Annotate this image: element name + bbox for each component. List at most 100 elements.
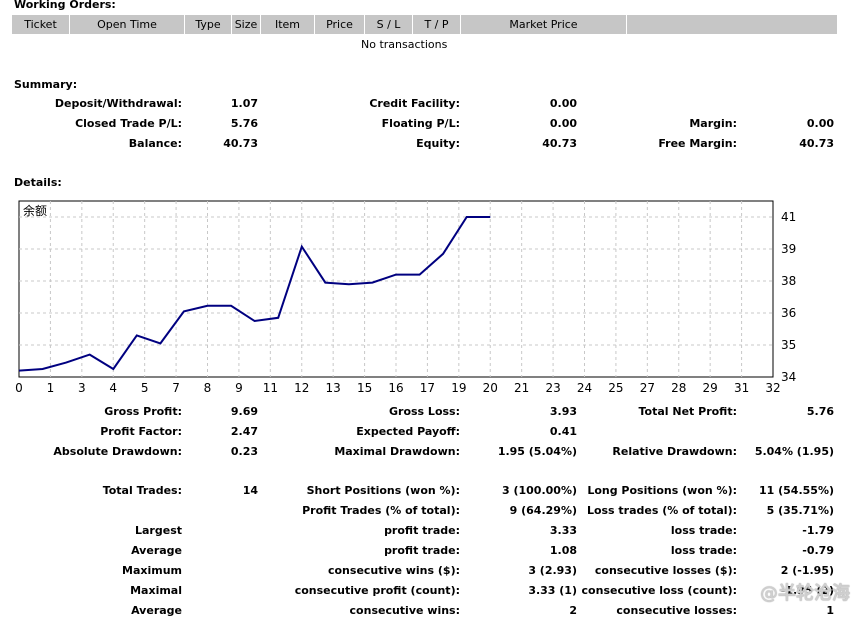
profit-trades-label: Profit Trades (% of total): [302,504,460,517]
expected-payoff-value: 0.41 [549,425,577,438]
x-tick-label: 19 [451,381,466,395]
largest-profit-value: 3.33 [549,524,577,537]
y-tick-label: 36 [781,306,796,320]
balance-line [18,216,491,372]
long-positions-label: Long Positions (won %): [587,484,737,497]
maximal-label: Maximal [130,584,182,597]
average-loss-value: -0.79 [802,544,834,557]
avg-cons-wins-label: consecutive wins: [349,604,460,617]
average2-label: Average [131,604,182,617]
short-positions-label: Short Positions (won %): [306,484,460,497]
summary-title: Summary: [14,78,78,91]
max-cons-wins-label: consecutive wins ($): [327,564,460,577]
maximal-drawdown-label: Maximal Drawdown: [334,445,460,458]
no-transactions-text: No transactions [361,38,448,51]
equity-label: Equity: [416,137,460,150]
x-tick-label: 11 [263,381,278,395]
profit-factor-label: Profit Factor: [100,425,182,438]
x-tick-label: 7 [172,381,180,395]
x-tick-label: 5 [141,381,149,395]
watermark: @半轮沧海 [760,583,850,604]
y-axis-ticks: 34 35 36 38 39 41 [781,210,796,384]
gross-profit-value: 9.69 [230,405,258,418]
details-title: Details: [14,176,62,189]
col-type[interactable]: Type [185,15,232,34]
profit-trades-value: 9 (64.29%) [509,504,577,517]
max-cons-losses-label: consecutive losses ($): [594,564,737,577]
profit-factor-value: 2.47 [230,425,258,438]
balance-value: 40.73 [223,137,258,150]
y-tick-label: 38 [781,274,796,288]
x-axis-ticks: 0 1 3 4 5 7 8 9 11 12 13 15 16 17 19 20 21 23 24 25 27 28 29 31… [15,381,780,395]
margin-label: Margin: [689,117,737,130]
x-tick-label: 0 [15,381,23,395]
closed-pl-value: 5.76 [230,117,258,130]
x-tick-label: 16 [388,381,403,395]
x-tick-label: 28 [671,381,686,395]
col-price[interactable]: Price [315,15,365,34]
floating-pl-label: Floating P/L: [381,117,460,130]
max-cons-losses-value: 2 (-1.95) [780,564,834,577]
y-tick-label: 41 [781,210,796,224]
short-positions-value: 3 (100.00%) [501,484,577,497]
maximum-label: Maximum [122,564,182,577]
x-tick-label: 23 [545,381,560,395]
gross-profit-label: Gross Profit: [104,405,182,418]
balance-label: Balance: [128,137,182,150]
largest-profit-label: profit trade: [384,524,460,537]
x-tick-label: 13 [326,381,341,395]
x-tick-label: 17 [420,381,435,395]
deposit-value: 1.07 [230,97,258,110]
total-trades-value: 14 [242,484,258,497]
x-tick-label: 3 [78,381,86,395]
col-open-time[interactable]: Open Time [70,15,185,34]
absolute-drawdown-value: 0.23 [230,445,258,458]
x-tick-label: 21 [514,381,529,395]
col-market-price[interactable]: Market Price [461,15,627,34]
total-net-profit-value: 5.76 [806,405,834,418]
x-tick-label: 27 [640,381,655,395]
maximal-drawdown-value: 1.95 (5.04%) [497,445,577,458]
average-label: Average [131,544,182,557]
maximal-cons-profit-label: consecutive profit (count): [294,584,460,597]
maximal-cons-profit-value: 3.33 (1) [528,584,577,597]
x-tick-label: 29 [703,381,718,395]
working-orders-title: Working Orders: [14,0,116,11]
long-positions-value: 11 (54.55%) [758,484,834,497]
deposit-label: Deposit/Withdrawal: [54,97,182,110]
maximal-cons-loss-label: consecutive loss (count): [581,584,737,597]
col-size[interactable]: Size [232,15,261,34]
credit-value: 0.00 [549,97,577,110]
balance-chart: 余额 0 1 3 4 5 7 8 9 11 12 13 15 16 17 19 20 21 23 24 25 27 28 2… [15,200,796,395]
col-item[interactable]: Item [261,15,315,34]
col-sl[interactable]: S / L [365,15,413,34]
x-tick-label: 32 [765,381,780,395]
largest-loss-value: -1.79 [802,524,834,537]
avg-cons-losses-label: consecutive losses: [616,604,737,617]
closed-pl-label: Closed Trade P/L: [75,117,182,130]
x-tick-label: 12 [294,381,309,395]
relative-drawdown-label: Relative Drawdown: [612,445,737,458]
gross-loss-label: Gross Loss: [389,405,460,418]
chart-grid [19,201,773,377]
average-profit-label: profit trade: [384,544,460,557]
x-tick-label: 31 [734,381,749,395]
x-tick-label: 15 [357,381,372,395]
y-tick-label: 39 [781,242,796,256]
avg-cons-wins-value: 2 [569,604,577,617]
col-empty[interactable] [627,15,838,34]
col-ticket[interactable]: Ticket [12,15,70,34]
x-tick-label: 24 [577,381,592,395]
col-tp[interactable]: T / P [413,15,461,34]
chart-title: 余额 [23,203,47,218]
x-tick-label: 8 [204,381,212,395]
largest-label: Largest [135,524,182,537]
total-net-profit-label: Total Net Profit: [638,405,738,418]
loss-trades-label: Loss trades (% of total): [586,504,737,517]
max-cons-wins-value: 3 (2.93) [528,564,577,577]
expected-payoff-label: Expected Payoff: [356,425,460,438]
gross-loss-value: 3.93 [549,405,577,418]
free-margin-label: Free Margin: [658,137,737,150]
x-tick-label: 25 [608,381,623,395]
absolute-drawdown-label: Absolute Drawdown: [53,445,182,458]
